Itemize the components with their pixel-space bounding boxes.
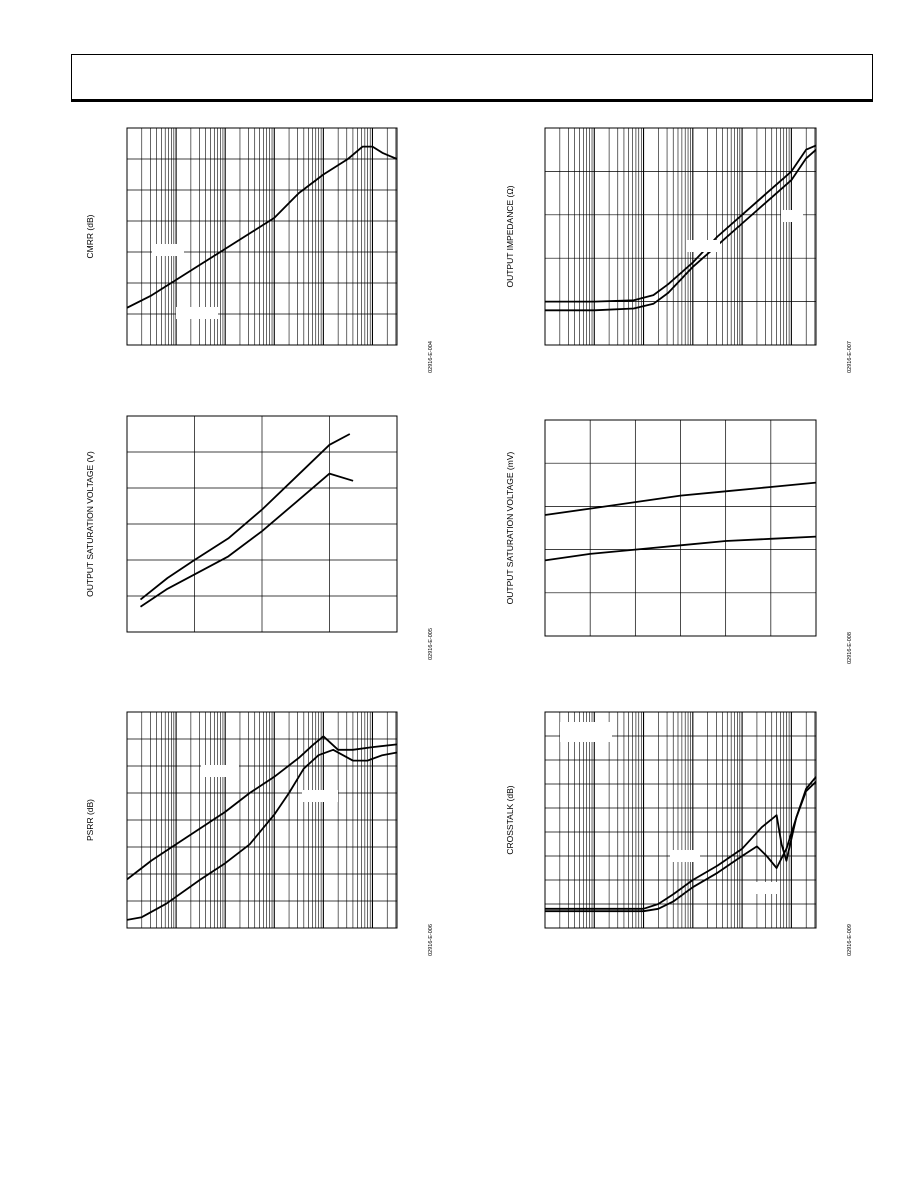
series-label-box <box>176 307 218 319</box>
series-line-2 <box>544 535 817 562</box>
series-line-1 <box>544 481 817 516</box>
series-line-2 <box>126 748 398 921</box>
series-label-box <box>752 882 780 894</box>
plot-frame <box>544 711 817 929</box>
figure-code: 02916-E-009 <box>847 924 853 956</box>
y-axis-label: OUTPUT SATURATION VOLTAGE (V) <box>85 451 95 597</box>
figure-code: 02916-E-006 <box>428 924 434 956</box>
figure-code: 02916-E-004 <box>428 341 434 373</box>
figure-code: 02916-E-007 <box>847 341 853 373</box>
page-header-box <box>71 54 873 102</box>
series-line-1 <box>126 735 398 881</box>
plot-frame <box>544 419 817 637</box>
plot-frame <box>544 127 817 346</box>
series-label-box <box>302 790 338 802</box>
series-label-box <box>201 765 239 777</box>
y-axis-label: OUTPUT IMPEDANCE (Ω) <box>505 185 515 287</box>
series-label-box <box>152 244 184 256</box>
series-line-1 <box>139 433 351 601</box>
y-axis-label: OUTPUT SATURATION VOLTAGE (mV) <box>505 451 515 604</box>
chart-cmrr: CMRR (dB) 02916-E-004 <box>85 127 434 373</box>
series-label-box <box>670 850 700 862</box>
series-line-1 <box>545 144 817 303</box>
y-axis-label: PSRR (dB) <box>85 799 95 841</box>
plot-frame <box>126 711 398 929</box>
figure-code: 02916-E-005 <box>428 628 434 660</box>
chart-crosstalk: CROSSTALK (dB) 02916-E-009 <box>505 711 853 956</box>
series-line-1 <box>545 776 817 910</box>
figure-code: 02916-E-008 <box>847 632 853 664</box>
series-line-2 <box>140 472 354 608</box>
series-label-box <box>781 210 803 222</box>
chart-output-saturation-voltage-v: OUTPUT SATURATION VOLTAGE (V) 02916-E-005 <box>85 415 434 660</box>
chart-output-saturation-voltage-mv: OUTPUT SATURATION VOLTAGE (mV) 02916-E-00… <box>505 419 853 664</box>
chart-psrr: PSRR (dB) 02916-E-006 <box>85 711 434 956</box>
chart-output-impedance: OUTPUT IMPEDANCE (Ω) 02916-E-007 <box>505 127 853 373</box>
series-line-2 <box>545 149 817 312</box>
y-axis-label: CROSSTALK (dB) <box>505 785 515 854</box>
series-line-1 <box>126 145 398 309</box>
series-label-box <box>560 722 612 742</box>
series-label-box <box>686 240 720 252</box>
plot-frame <box>126 127 398 346</box>
series-line-2 <box>545 780 817 913</box>
y-axis-label: CMRR (dB) <box>85 214 95 258</box>
plot-frame <box>126 415 398 633</box>
